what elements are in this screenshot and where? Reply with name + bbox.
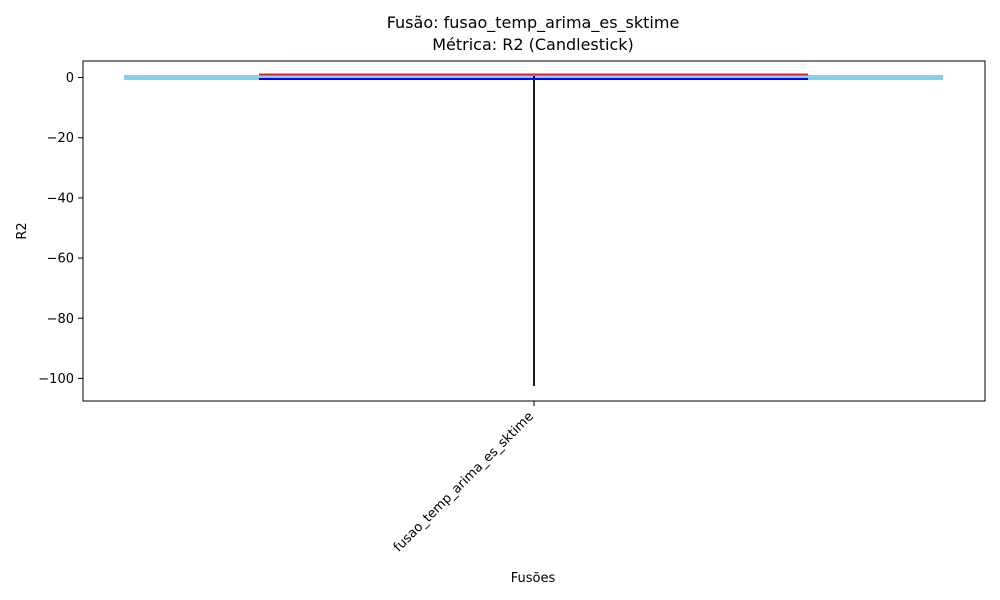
x-axis: fusao_temp_arima_es_sktime [391,401,537,555]
y-axis: 0 −20 −40 −60 −80 −100 [38,71,83,387]
chart-subtitle: Métrica: R2 (Candlestick) [432,35,634,54]
y-tick-label: −20 [47,131,74,146]
y-tick-label: 0 [66,71,74,86]
x-axis-label: Fusões [511,571,556,586]
x-tick-label: fusao_temp_arima_es_sktime [391,409,537,555]
y-tick-label: −80 [47,312,74,327]
y-tick-label: −100 [38,372,74,387]
y-axis-label: R2 [15,222,30,239]
plot-area [124,73,943,386]
y-tick-label: −60 [47,252,74,267]
chart-title: Fusão: fusao_temp_arima_es_sktime [387,13,680,33]
y-tick-label: −40 [47,191,74,206]
